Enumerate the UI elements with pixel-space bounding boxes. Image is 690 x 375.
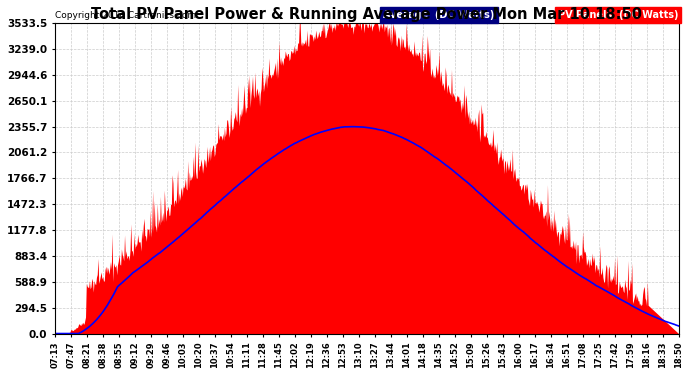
Text: Average  (DC Watts): Average (DC Watts) <box>383 10 495 20</box>
Text: PV Panels  (DC Watts): PV Panels (DC Watts) <box>558 10 678 20</box>
Title: Total PV Panel Power & Running Average Power Mon Mar 10 18:50: Total PV Panel Power & Running Average P… <box>91 7 642 22</box>
Text: Copyright 2014 Cartronics.com: Copyright 2014 Cartronics.com <box>55 11 196 20</box>
